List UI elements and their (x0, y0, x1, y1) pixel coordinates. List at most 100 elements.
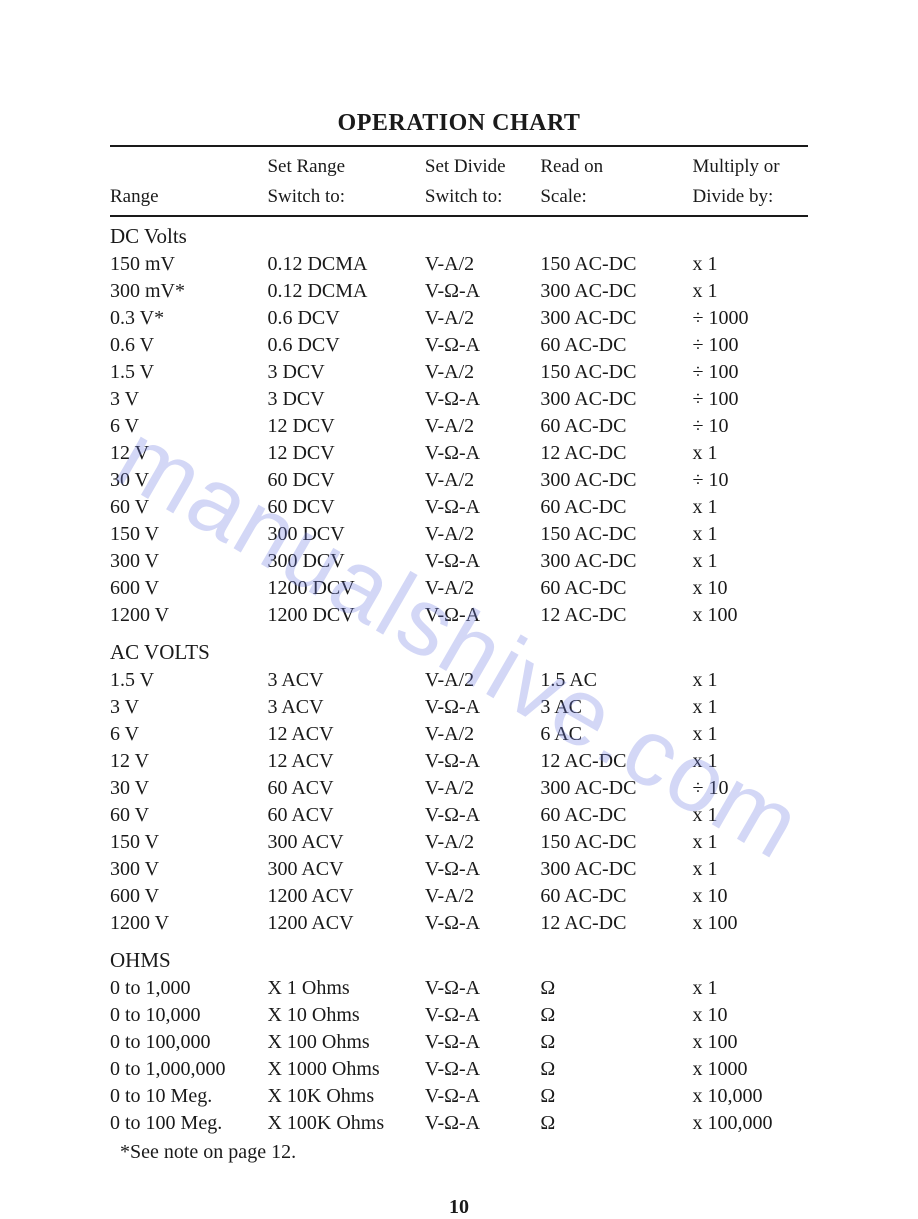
col-header: Switch to: (425, 183, 540, 216)
table-cell: 0 to 100,000 (110, 1029, 267, 1056)
table-cell: V-A/2 (425, 305, 540, 332)
table-row: 0 to 1,000,000X 1000 OhmsV-Ω-AΩx 1000 (110, 1056, 808, 1083)
table-cell: x 1 (693, 548, 808, 575)
table-cell: 600 V (110, 883, 267, 910)
table-header: Set Range Set Divide Read on Multiply or… (110, 153, 808, 216)
col-header: Read on (540, 153, 692, 183)
table-cell: 12 DCV (267, 440, 424, 467)
table-cell: 1200 DCV (267, 602, 424, 629)
table-cell: V-A/2 (425, 829, 540, 856)
table-cell: 0.12 DCMA (267, 251, 424, 278)
table-cell: 300 V (110, 548, 267, 575)
table-cell: 300 DCV (267, 521, 424, 548)
table-cell: 1200 ACV (267, 883, 424, 910)
table-row: 1200 V1200 DCVV-Ω-A12 AC-DCx 100 (110, 602, 808, 629)
table-cell: 12 AC-DC (540, 910, 692, 937)
table-cell: 6 V (110, 721, 267, 748)
table-cell: 3 V (110, 694, 267, 721)
table-row: 300 V300 ACVV-Ω-A300 AC-DCx 1 (110, 856, 808, 883)
table-cell: 60 AC-DC (540, 494, 692, 521)
table-cell: 300 AC-DC (540, 775, 692, 802)
table-cell: 12 ACV (267, 721, 424, 748)
table-cell: V-Ω-A (425, 494, 540, 521)
table-cell: 3 ACV (267, 667, 424, 694)
table-cell: 12 AC-DC (540, 748, 692, 775)
table-row: 30 V60 ACVV-A/2300 AC-DC÷ 10 (110, 775, 808, 802)
table-cell: 12 V (110, 748, 267, 775)
col-header (110, 153, 267, 183)
table-cell: 1200 V (110, 910, 267, 937)
col-header: Divide by: (693, 183, 808, 216)
table-cell: ÷ 100 (693, 386, 808, 413)
table-cell: 1200 ACV (267, 910, 424, 937)
table-cell: x 1 (693, 521, 808, 548)
table-cell: X 1 Ohms (267, 975, 424, 1002)
table-cell: x 1 (693, 829, 808, 856)
table-cell: 0 to 10,000 (110, 1002, 267, 1029)
table-cell: x 1 (693, 667, 808, 694)
table-cell: V-A/2 (425, 883, 540, 910)
table-cell: V-Ω-A (425, 1056, 540, 1083)
table-cell: 300 ACV (267, 829, 424, 856)
table-row: 12 V12 ACVV-Ω-A12 AC-DCx 1 (110, 748, 808, 775)
table-cell: Ω (540, 975, 692, 1002)
table-cell: V-Ω-A (425, 602, 540, 629)
table-cell: V-A/2 (425, 521, 540, 548)
table-cell: 1200 DCV (267, 575, 424, 602)
col-header: Multiply or (693, 153, 808, 183)
table-cell: x 1 (693, 494, 808, 521)
table-cell: 60 AC-DC (540, 575, 692, 602)
table-cell: X 100 Ohms (267, 1029, 424, 1056)
table-cell: V-Ω-A (425, 910, 540, 937)
table-cell: Ω (540, 1002, 692, 1029)
table-cell: 300 AC-DC (540, 278, 692, 305)
table-cell: x 10 (693, 883, 808, 910)
table-cell: 1.5 AC (540, 667, 692, 694)
table-cell: V-A/2 (425, 575, 540, 602)
table-cell: x 100 (693, 910, 808, 937)
table-cell: 0.6 V (110, 332, 267, 359)
table-cell: Ω (540, 1083, 692, 1110)
table-cell: 300 AC-DC (540, 856, 692, 883)
table-cell: 30 V (110, 775, 267, 802)
table-cell: 12 V (110, 440, 267, 467)
table-cell: 0 to 10 Meg. (110, 1083, 267, 1110)
section-heading: OHMS (110, 937, 808, 975)
table-cell: 3 ACV (267, 694, 424, 721)
table-cell: V-Ω-A (425, 694, 540, 721)
col-header: Switch to: (267, 183, 424, 216)
table-cell: Ω (540, 1056, 692, 1083)
table-cell: 0 to 1,000,000 (110, 1056, 267, 1083)
table-cell: 300 V (110, 856, 267, 883)
table-cell: 12 ACV (267, 748, 424, 775)
table-cell: x 1 (693, 802, 808, 829)
table-cell: x 100,000 (693, 1110, 808, 1137)
table-cell: x 10 (693, 1002, 808, 1029)
table-cell: 150 V (110, 521, 267, 548)
page-title: OPERATION CHART (110, 110, 808, 137)
table-cell: x 1 (693, 440, 808, 467)
table-cell: V-Ω-A (425, 386, 540, 413)
table-cell: V-Ω-A (425, 548, 540, 575)
table-row: 300 mV*0.12 DCMAV-Ω-A300 AC-DCx 1 (110, 278, 808, 305)
table-row: 1.5 V3 ACVV-A/21.5 ACx 1 (110, 667, 808, 694)
table-row: 0 to 100,000X 100 OhmsV-Ω-AΩx 100 (110, 1029, 808, 1056)
table-cell: X 100K Ohms (267, 1110, 424, 1137)
table-row: 150 mV0.12 DCMAV-A/2150 AC-DCx 1 (110, 251, 808, 278)
table-cell: 150 AC-DC (540, 251, 692, 278)
operation-chart-table: Set Range Set Divide Read on Multiply or… (110, 153, 808, 1137)
table-cell: ÷ 100 (693, 359, 808, 386)
table-cell: 60 V (110, 494, 267, 521)
table-cell: x 10,000 (693, 1083, 808, 1110)
table-cell: 0.6 DCV (267, 332, 424, 359)
section-heading: AC VOLTS (110, 629, 808, 667)
table-cell: x 1 (693, 975, 808, 1002)
table-cell: 60 AC-DC (540, 413, 692, 440)
table-cell: Ω (540, 1029, 692, 1056)
table-cell: ÷ 1000 (693, 305, 808, 332)
table-cell: x 1 (693, 721, 808, 748)
table-cell: 60 DCV (267, 494, 424, 521)
table-cell: 1.5 V (110, 667, 267, 694)
table-row: 150 V300 ACVV-A/2150 AC-DCx 1 (110, 829, 808, 856)
table-cell: X 10K Ohms (267, 1083, 424, 1110)
